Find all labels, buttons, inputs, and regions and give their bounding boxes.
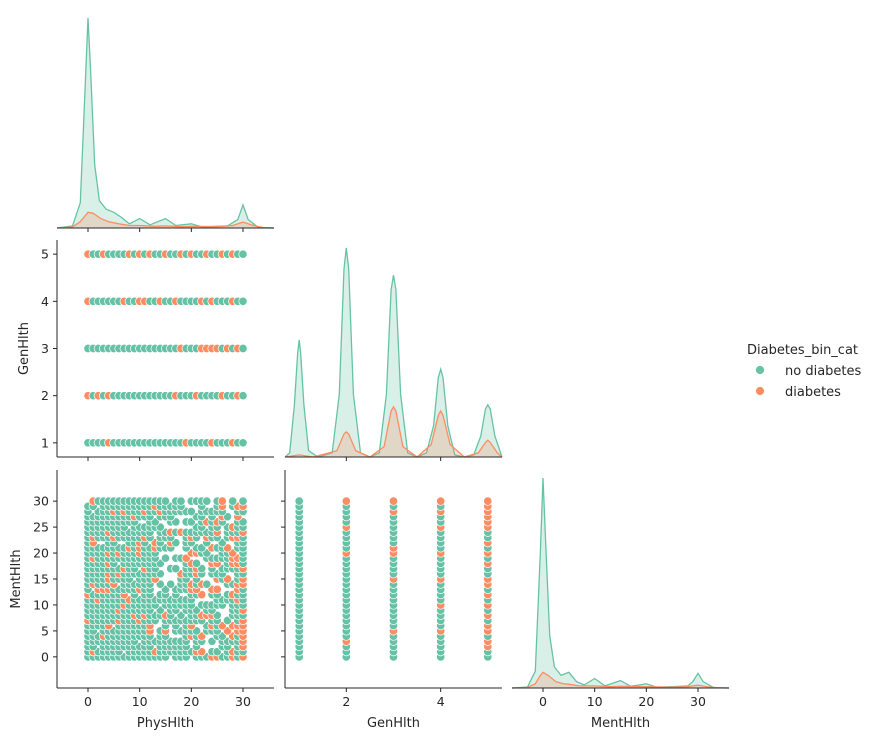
menthlth-vs-genhlth-scatter — [294, 496, 493, 662]
genhlth-y-axis-label: GenHlth — [17, 322, 32, 375]
scatter-point-no-diabetes — [166, 579, 176, 589]
menthlth-y-axis-label: MentHlth — [9, 549, 24, 608]
x-tick-label: 30 — [235, 694, 251, 709]
scatter-point-no-diabetes — [176, 496, 186, 506]
y-tick-label: 25 — [33, 520, 49, 535]
genhlth-kde-fill-no-diabetes — [285, 248, 502, 457]
scatter-point-no-diabetes — [171, 564, 181, 574]
menthlth-vs-physhlth-scatter — [83, 496, 248, 662]
scatter-point-no-diabetes — [228, 496, 238, 506]
y-tick-label: 15 — [33, 572, 49, 587]
y-tick-label: 5 — [41, 623, 49, 638]
legend-marker-no-diabetes — [755, 365, 765, 375]
legend: Diabetes_bin_cat no diabetes diabetes — [747, 343, 862, 400]
scatter-point-no-diabetes — [238, 391, 248, 401]
legend-label-diabetes: diabetes — [785, 385, 841, 400]
genhlth-x-axis-label: GenHlth — [367, 716, 420, 731]
genhlth-vs-physhlth-scatter — [83, 249, 248, 448]
scatter-point-no-diabetes — [191, 558, 202, 568]
y-tick-label: 20 — [33, 546, 49, 561]
y-tick-label: 3 — [41, 341, 49, 356]
y-tick-label: 0 — [41, 649, 49, 664]
physhlth-x-axis-label: PhysHlth — [137, 716, 194, 731]
scatter-point-no-diabetes — [160, 553, 171, 563]
menthlth-kde-panel — [511, 477, 730, 689]
scatter-point-no-diabetes — [294, 496, 304, 506]
x-tick-label: 0 — [84, 694, 92, 709]
scatter-point-no-diabetes — [238, 496, 248, 506]
y-tick-label: 10 — [33, 597, 49, 612]
genhlth-kde-line-diabetes — [284, 405, 503, 458]
y-tick-label: 30 — [33, 494, 49, 509]
scatter-point-no-diabetes — [238, 296, 248, 306]
scatter-point-diabetes — [436, 496, 446, 506]
physhlth-kde-line-no-diabetes — [56, 17, 275, 229]
genhlth-kde-fill-diabetes — [285, 406, 502, 457]
scatter-point-diabetes — [341, 496, 351, 506]
x-tick-label: 10 — [587, 694, 603, 709]
menthlth-kde-line-diabetes — [511, 671, 730, 689]
x-tick-label: 2 — [342, 694, 350, 709]
menthlth-kde-line-no-diabetes — [511, 477, 730, 689]
genhlth-kde-panel — [284, 247, 503, 458]
scatter-point-no-diabetes — [202, 496, 212, 506]
menthlth-x-axis-label: MentHlth — [591, 716, 650, 731]
scatter-point-diabetes — [388, 496, 399, 506]
y-tick-label: 1 — [41, 435, 49, 450]
legend-label-no-diabetes: no diabetes — [785, 364, 862, 379]
scatter-point-no-diabetes — [160, 496, 171, 506]
legend-title: Diabetes_bin_cat — [747, 343, 858, 358]
scatter-point-no-diabetes — [202, 579, 212, 589]
x-tick-label: 0 — [539, 694, 547, 709]
legend-marker-diabetes — [755, 386, 765, 396]
scatter-point-diabetes — [483, 496, 493, 506]
physhlth-kde-line-diabetes — [56, 211, 275, 229]
x-tick-label: 30 — [690, 694, 706, 709]
scatter-point-no-diabetes — [238, 438, 248, 448]
scatter-point-no-diabetes — [186, 506, 196, 517]
scatter-point-no-diabetes — [238, 249, 248, 259]
scatter-point-diabetes — [217, 496, 227, 506]
x-tick-label: 4 — [437, 694, 445, 709]
y-tick-label: 2 — [41, 388, 49, 403]
x-tick-label: 10 — [132, 694, 148, 709]
scatter-point-no-diabetes — [238, 343, 248, 354]
physhlth-kde-panel — [56, 17, 275, 229]
y-tick-label: 4 — [41, 294, 49, 309]
y-tick-label: 5 — [41, 247, 49, 262]
x-tick-label: 20 — [638, 694, 654, 709]
scatter-point-diabetes — [212, 584, 222, 594]
physhlth-kde-fill-diabetes — [57, 212, 274, 228]
x-tick-label: 20 — [183, 694, 199, 709]
